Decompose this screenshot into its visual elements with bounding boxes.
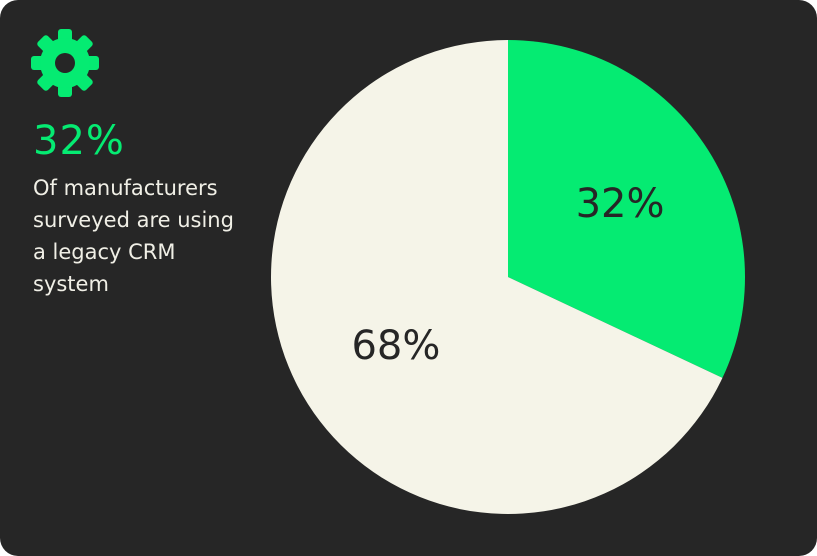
callout-value: 32% [33, 118, 125, 164]
pie-slice [508, 40, 745, 378]
gear-icon [31, 29, 99, 97]
callout-text: Of manufacturers surveyed are using a le… [33, 176, 234, 296]
pie-slice [270, 40, 723, 514]
slice-label: 32% [576, 181, 665, 227]
slice-label: 68% [351, 323, 440, 369]
